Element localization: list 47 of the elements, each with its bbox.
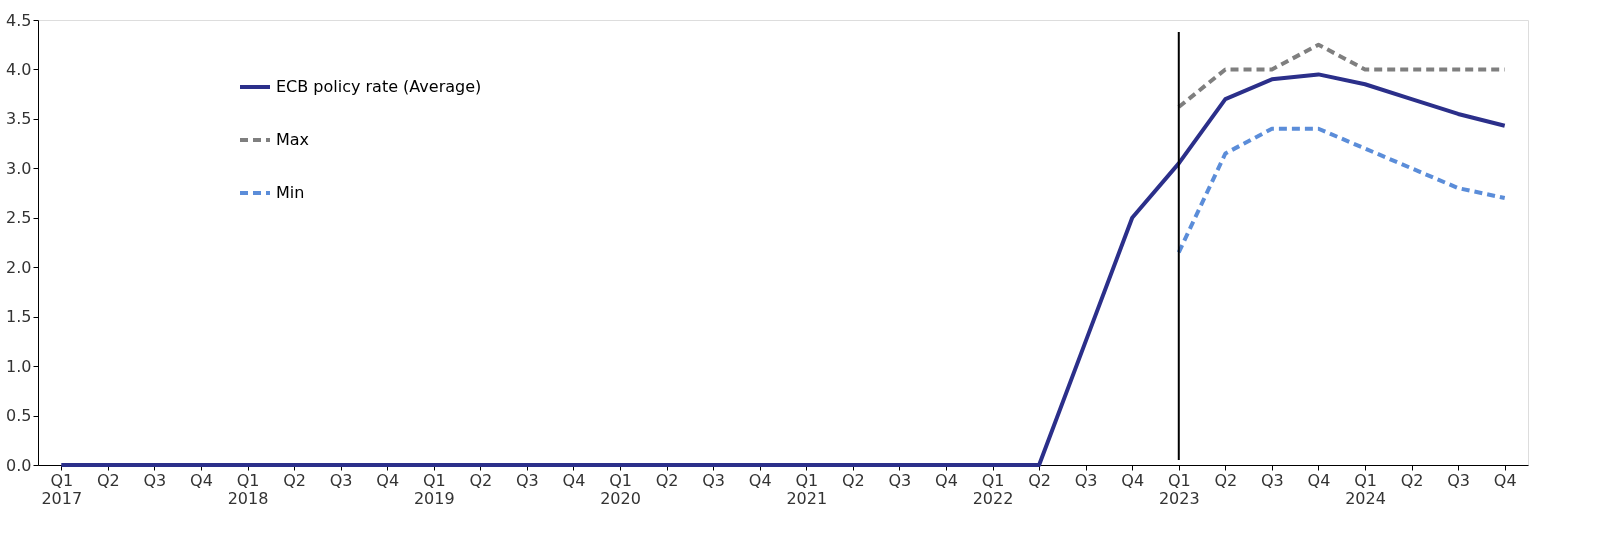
line-series — [1176, 126, 1507, 255]
x-tick-label: Q1 2024 — [1345, 470, 1386, 508]
x-tick-label: Q3 — [143, 470, 167, 490]
x-tick-label: Q2 — [1028, 470, 1051, 490]
x-tick-label: Q2 — [841, 470, 865, 490]
x-tick-label: Q3 — [329, 470, 353, 490]
x-tick-label: Q2 — [655, 470, 679, 490]
x-tick-label: Q4 — [935, 470, 958, 490]
x-tick-label: Q3 — [1074, 470, 1098, 490]
legend-label: Min — [276, 183, 305, 202]
y-tick-label: 0.5 — [6, 406, 32, 426]
x-tick-label: Q3 — [888, 470, 912, 490]
x-tick-label: Q4 — [190, 470, 213, 490]
x-tick-label: Q2 — [1400, 470, 1424, 490]
y-tick-label: 1.5 — [6, 307, 32, 327]
x-tick-label: Q2 — [469, 470, 493, 490]
x-tick-label: Q4 — [1307, 470, 1331, 490]
legend-label: Max — [276, 130, 310, 149]
x-tick-label: Q1 2018 — [227, 470, 269, 508]
y-tick-label: 2.0 — [6, 257, 32, 277]
y-tick-label: 4.5 — [6, 10, 32, 30]
y-tick-label: 1.0 — [6, 356, 32, 376]
x-tick-label: Q4 — [1121, 470, 1145, 490]
x-tick-label: Q1 2021 — [786, 470, 828, 508]
x-tick-label: Q4 — [562, 470, 586, 490]
x-tick-label: Q3 — [1261, 470, 1284, 490]
x-tick-label: Q4 — [748, 470, 772, 490]
x-tick-label: Q3 — [702, 470, 726, 490]
x-tick-label: Q3 — [1447, 470, 1471, 490]
x-tick-label: Q1 2019 — [413, 470, 455, 508]
y-tick-label: 3.0 — [6, 158, 32, 178]
x-tick-label: Q1 2022 — [972, 470, 1014, 508]
y-tick-label: 2.5 — [6, 208, 32, 228]
x-tick-label: Q2 — [283, 470, 306, 490]
line-series — [59, 72, 1507, 467]
x-tick-label: Q1 2020 — [600, 470, 641, 508]
x-tick-label: Q2 — [1214, 470, 1238, 490]
x-tick-label: Q2 — [96, 470, 120, 490]
y-tick-label: 0.0 — [6, 455, 32, 475]
x-tick-label: Q1 2017 — [41, 470, 83, 508]
y-tick-label: 4.0 — [6, 59, 32, 79]
x-tick-label: Q1 2023 — [1158, 470, 1200, 508]
x-tick-label: Q4 — [1493, 470, 1517, 490]
legend-label: ECB policy rate (Average) — [276, 77, 482, 96]
x-tick-label: Q4 — [376, 470, 400, 490]
x-tick-label: Q3 — [516, 470, 539, 490]
y-tick-label: 3.5 — [6, 109, 32, 129]
